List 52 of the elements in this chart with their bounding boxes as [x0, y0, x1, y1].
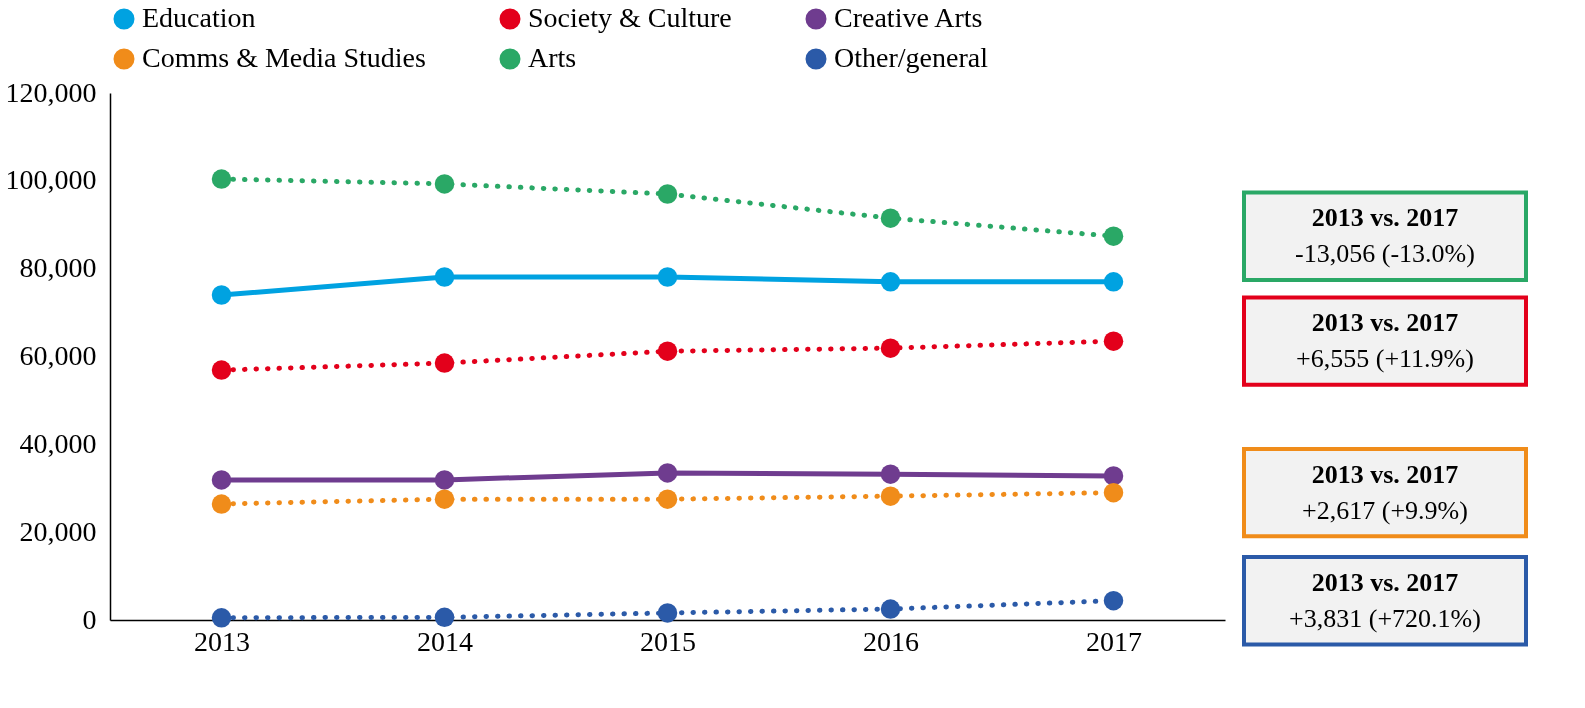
y-tick-label: 20,000 — [19, 515, 97, 547]
y-tick-label: 0 — [82, 603, 97, 635]
legend-label: Arts — [528, 42, 577, 73]
x-tick-label: 2015 — [640, 625, 696, 657]
point — [1103, 590, 1124, 611]
point — [434, 489, 455, 509]
point — [657, 603, 678, 623]
point — [1103, 466, 1124, 486]
legend-label: Creative Arts — [834, 2, 983, 33]
legend-label: Education — [142, 2, 256, 33]
point — [434, 470, 455, 490]
point — [1103, 482, 1124, 503]
point — [657, 184, 678, 204]
y-tick-label: 80,000 — [19, 252, 97, 284]
point — [880, 599, 901, 619]
point — [434, 267, 455, 287]
x-tick-label: 2017 — [1086, 625, 1142, 657]
point — [434, 607, 455, 628]
point — [211, 169, 232, 189]
point — [1103, 272, 1124, 292]
text: 2013 vs. 2017 +6,555 (+11.9%) — [1296, 308, 1474, 374]
point — [657, 463, 678, 483]
text: 2013 vs. 2017 +3,831 (+720.1%) — [1289, 567, 1481, 633]
y-tick-label: 40,000 — [19, 427, 97, 459]
y-tick-label: 100,000 — [5, 164, 97, 196]
point — [880, 486, 901, 506]
text: 2013 vs. 2017 +2,617 (+9.9%) — [1302, 459, 1468, 525]
point — [211, 470, 232, 490]
point — [880, 272, 901, 292]
point — [657, 341, 678, 361]
point — [211, 608, 232, 628]
x-tick-label: 2016 — [863, 625, 919, 657]
point — [434, 353, 455, 373]
point — [434, 174, 455, 194]
point — [880, 338, 901, 358]
y-tick-label: 120,000 — [5, 76, 97, 108]
x-tick-label: 2014 — [417, 625, 473, 657]
legend-label: Comms & Media Studies — [142, 42, 426, 73]
point — [657, 489, 678, 509]
legend-label: Other/general — [834, 42, 989, 73]
point — [211, 494, 232, 514]
point — [211, 360, 232, 380]
point — [657, 267, 678, 287]
legend-label: Society & Culture — [528, 2, 732, 33]
text: 2013 vs. 2017 -13,056 (-13.0%) — [1295, 203, 1475, 269]
point — [1103, 226, 1124, 246]
point — [880, 464, 901, 484]
y-tick-label: 60,000 — [19, 340, 97, 371]
point — [211, 285, 232, 305]
point — [1103, 331, 1124, 351]
point — [880, 208, 901, 228]
x-tick-label: 2013 — [194, 625, 250, 657]
